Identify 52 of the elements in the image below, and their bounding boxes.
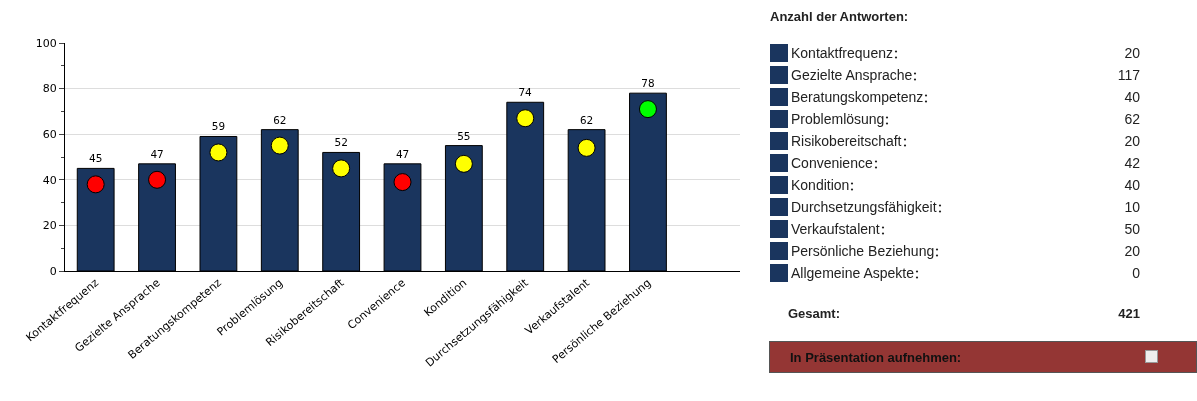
data-label: 52 [334,136,348,150]
data-label: 62 [1124,111,1140,127]
data-label: 20 [1124,45,1140,61]
category-label: Risikobereitschaft [791,133,903,149]
y-tick-label: 40 [42,173,57,187]
category-label: Beratungskompetenz [791,89,925,105]
data-label: 55 [457,129,471,143]
data-label: 45 [89,152,103,166]
point [270,136,289,155]
text: Gesamt: [788,306,841,321]
data-label: 42 [1124,155,1140,171]
data-label: 47 [395,147,410,161]
category-label: Problemlösung [791,111,886,127]
data-label: 74 [518,86,533,100]
point [638,100,657,119]
data-label: 20 [1124,243,1140,259]
data-label: 47 [150,147,164,161]
text: 421 [1118,306,1140,321]
y-tick-label: 100 [35,36,57,50]
data-label: 59 [211,120,226,134]
point [148,170,167,189]
data-label: 40 [1124,89,1140,105]
text: In Präsentation aufnehmen: [790,350,962,365]
category-label: Convenience [791,155,874,171]
data-label: 62 [579,113,594,127]
data-label: 78 [641,77,655,91]
point [86,175,105,194]
category-label: Persönliche Beziehung [791,243,936,259]
point [393,173,412,192]
data-label: 50 [1124,221,1140,237]
data-label: 117 [1117,67,1140,83]
point [332,159,351,178]
category-label: Kontaktfrequenz [791,45,894,61]
point [209,143,228,162]
y-tick-label: 60 [42,128,57,142]
y-tick-label: 0 [49,264,57,278]
data-label: 62 [273,113,287,127]
category-label: Verkaufstalent [791,221,881,237]
category-label: Allgemeine Aspekte [791,265,915,281]
point [454,154,473,173]
category-label: Durchsetzungsfähigkeit [791,199,938,215]
category-label: Gezielte Ansprache [791,67,914,83]
y-tick-label: 80 [42,82,57,96]
y-tick-label: 20 [42,219,57,233]
data-label: 10 [1124,199,1140,215]
data-label: 20 [1124,133,1140,149]
text: Anzahl der Antworten: [770,9,909,24]
point [516,109,535,128]
data-label: 40 [1124,177,1140,193]
category-label: Kondition [791,177,851,193]
point [577,138,596,157]
data-label: 0 [1132,265,1140,281]
